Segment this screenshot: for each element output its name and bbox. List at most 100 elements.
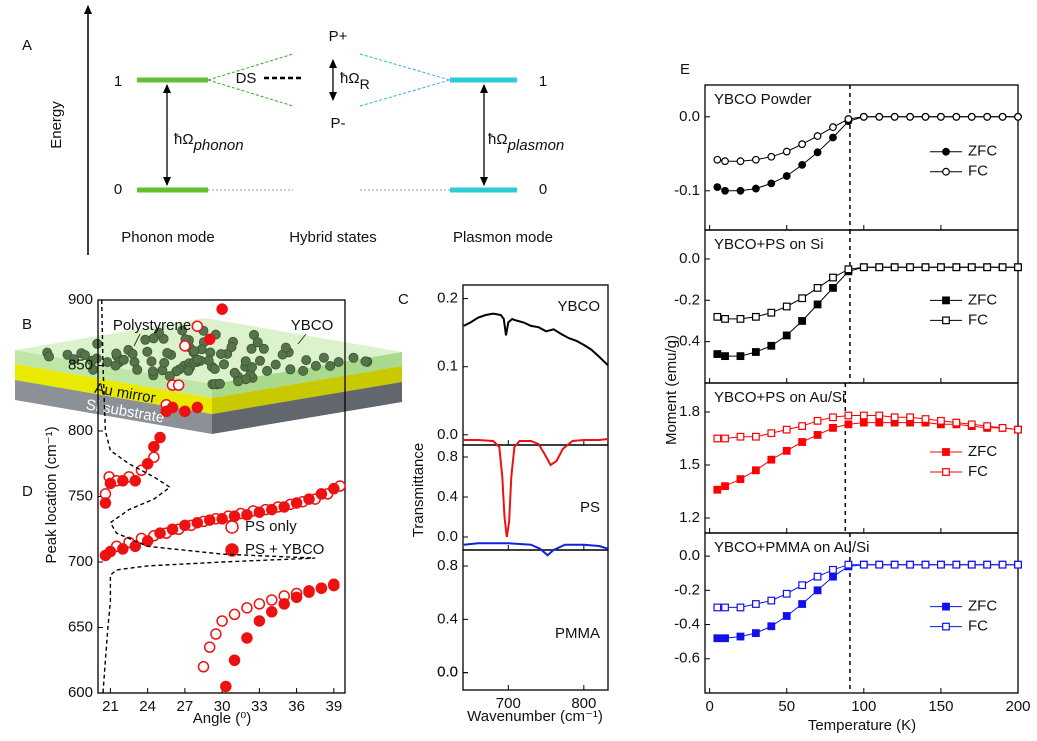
ybco-particle (148, 333, 159, 344)
marker (713, 603, 722, 612)
legend-marker (942, 316, 950, 325)
legend-label: FC (968, 463, 988, 480)
axis-label: Transmittance (410, 443, 427, 537)
ybco-particle (140, 334, 151, 345)
y-tick-label: 850 (68, 356, 93, 373)
ybco-particle (218, 359, 229, 370)
marker (166, 401, 179, 414)
x-tick-label: 700 (496, 695, 521, 712)
legend-label: ZFC (968, 443, 997, 460)
y-tick-label: 650 (68, 618, 93, 635)
ybco-particle (80, 350, 91, 361)
lineshape (101, 299, 316, 694)
marker (736, 315, 745, 323)
ybco-particle (280, 342, 291, 353)
marker (736, 603, 745, 612)
marker (191, 320, 204, 332)
ybco-particle (348, 352, 359, 363)
marker (798, 422, 807, 431)
marker (906, 413, 914, 422)
ybco-particle (111, 348, 122, 359)
plasmon-energy: ħΩplasmon (488, 131, 564, 154)
y-tick-label: 800 (68, 422, 93, 439)
legend-label: FC (968, 311, 988, 328)
substrate-front (15, 380, 212, 434)
marker (967, 263, 976, 272)
ybco-particle (262, 365, 273, 376)
x-tick-label: 50 (778, 698, 795, 715)
marker (859, 411, 868, 420)
marker (890, 112, 899, 121)
ybco-particle (69, 354, 80, 365)
y-tick-label: 0.0 (437, 664, 458, 681)
marker (166, 523, 179, 535)
marker (197, 661, 210, 673)
marker (767, 622, 776, 631)
legend-label: ZFC (968, 291, 997, 308)
ybco-particle (142, 346, 153, 357)
marker (829, 133, 837, 142)
marker (736, 432, 745, 441)
marker (241, 602, 253, 614)
plot-frame (462, 444, 609, 551)
axis-label: Energy (48, 101, 65, 149)
marker (721, 315, 729, 323)
ybco-particle (44, 351, 55, 362)
dark-state: DS (236, 70, 257, 87)
marker (890, 560, 899, 569)
panel-label: E (680, 61, 690, 78)
ybco-particle (285, 364, 296, 375)
ybco-particle (229, 367, 240, 378)
marker (203, 333, 216, 346)
marker (875, 418, 884, 427)
marker (937, 416, 945, 425)
marker (767, 455, 776, 464)
marker (998, 560, 1007, 569)
axis-label: Peak location (cm⁻¹) (43, 426, 60, 563)
marker (104, 477, 117, 490)
legend-marker (942, 296, 950, 305)
marker (983, 422, 992, 431)
marker (228, 510, 241, 522)
marker (736, 186, 745, 195)
x-tick-label: 21 (102, 698, 119, 715)
marker (713, 434, 722, 443)
ybco-particle (91, 353, 102, 364)
ybco-particle (215, 348, 226, 359)
marker (875, 411, 884, 420)
mirror-side (212, 366, 402, 414)
series-line (463, 438, 609, 538)
marker (844, 420, 853, 429)
y-tick-label: 0.0 (679, 547, 700, 564)
ybco-particle (192, 354, 203, 365)
legend-label: PS + YBCO (245, 541, 324, 558)
marker (216, 615, 228, 627)
marker (844, 115, 853, 123)
marker (721, 482, 729, 491)
marker (117, 543, 129, 555)
marker (278, 501, 290, 513)
marker (998, 423, 1007, 432)
ybco-particle (252, 337, 263, 348)
legend-label: FC (968, 618, 988, 635)
marker (967, 560, 976, 569)
marker (859, 418, 868, 427)
marker (751, 629, 760, 638)
marker (253, 506, 266, 518)
marker (844, 411, 853, 420)
ybco-particle (226, 342, 237, 353)
x-tick-label: 150 (928, 698, 953, 715)
marker (937, 263, 945, 272)
x-tick-label: 100 (851, 698, 876, 715)
x-tick-label: 30 (214, 698, 231, 715)
marker (829, 413, 837, 422)
marker (998, 263, 1007, 272)
marker (1014, 263, 1022, 272)
marker (829, 123, 837, 132)
marker (721, 352, 729, 361)
marker (767, 179, 776, 188)
marker (782, 612, 791, 620)
marker (844, 265, 853, 274)
marker (736, 475, 745, 484)
marker (829, 572, 837, 581)
